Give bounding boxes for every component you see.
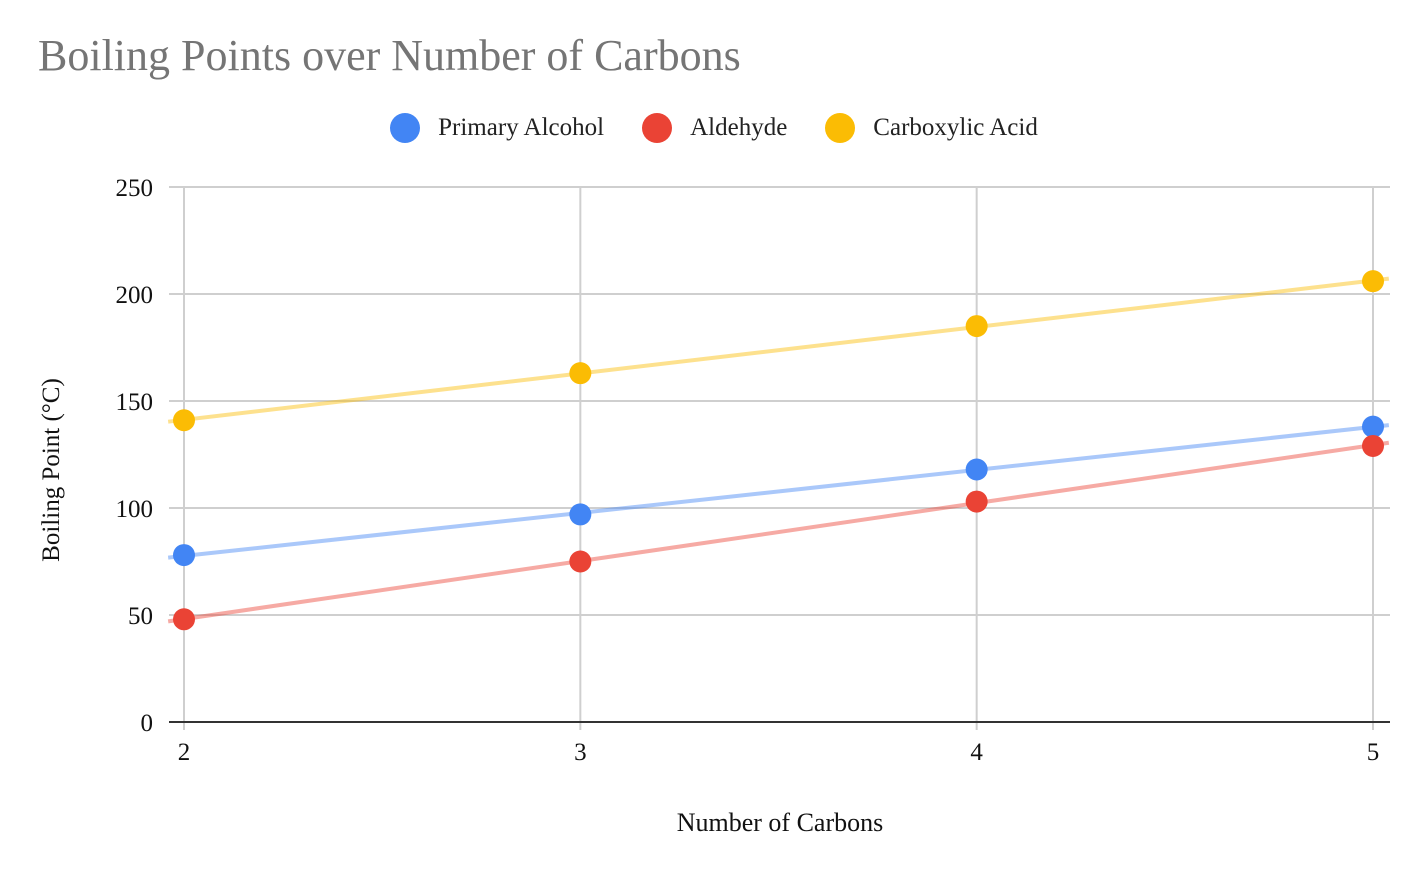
data-point[interactable] (569, 503, 592, 526)
y-tick-label: 100 (116, 496, 154, 523)
trendline (167, 276, 1390, 424)
legend-label: Aldehyde (690, 114, 788, 141)
y-tick-label: 50 (128, 603, 153, 630)
data-point[interactable] (1362, 270, 1384, 293)
x-tick-label: 4 (970, 739, 983, 766)
data-point[interactable] (965, 458, 988, 481)
legend-label: Primary Alcohol (438, 114, 605, 141)
x-tick-label: 2 (178, 739, 191, 766)
data-point[interactable] (569, 362, 592, 385)
x-tick-label: 3 (574, 739, 587, 766)
data-point[interactable] (569, 550, 592, 573)
legend-label: Carboxylic Acid (873, 114, 1038, 141)
data-point[interactable] (173, 608, 195, 631)
x-axis-label: Number of Carbons (676, 808, 884, 837)
data-point[interactable] (173, 409, 195, 432)
legend-swatch (825, 113, 856, 143)
y-tick-label: 250 (116, 175, 154, 202)
y-tick-label: 0 (141, 710, 154, 737)
trendline (167, 423, 1390, 560)
legend-item-primary-alcohol[interactable]: Primary Alcohol (390, 113, 604, 143)
chart-title: Boiling Points over Number of Carbons (38, 31, 741, 80)
y-tick-label: 150 (116, 389, 154, 416)
y-axis-label: Boiling Point (°C) (38, 378, 65, 562)
data-point[interactable] (173, 544, 195, 567)
y-tick-label: 200 (116, 282, 154, 309)
trendline (167, 440, 1390, 624)
data-point[interactable] (965, 315, 988, 338)
x-tick-label: 5 (1367, 739, 1380, 766)
legend: Primary Alcohol Aldehyde Carboxylic Acid (0, 110, 1422, 146)
legend-swatch (642, 113, 673, 143)
data-point[interactable] (965, 490, 988, 513)
data-point[interactable] (1362, 434, 1384, 457)
legend-swatch (390, 113, 421, 143)
data-point[interactable] (1362, 415, 1384, 438)
legend-item-aldehyde[interactable]: Aldehyde (642, 113, 787, 143)
legend-item-carboxylic-acid[interactable]: Carboxylic Acid (825, 113, 1038, 143)
